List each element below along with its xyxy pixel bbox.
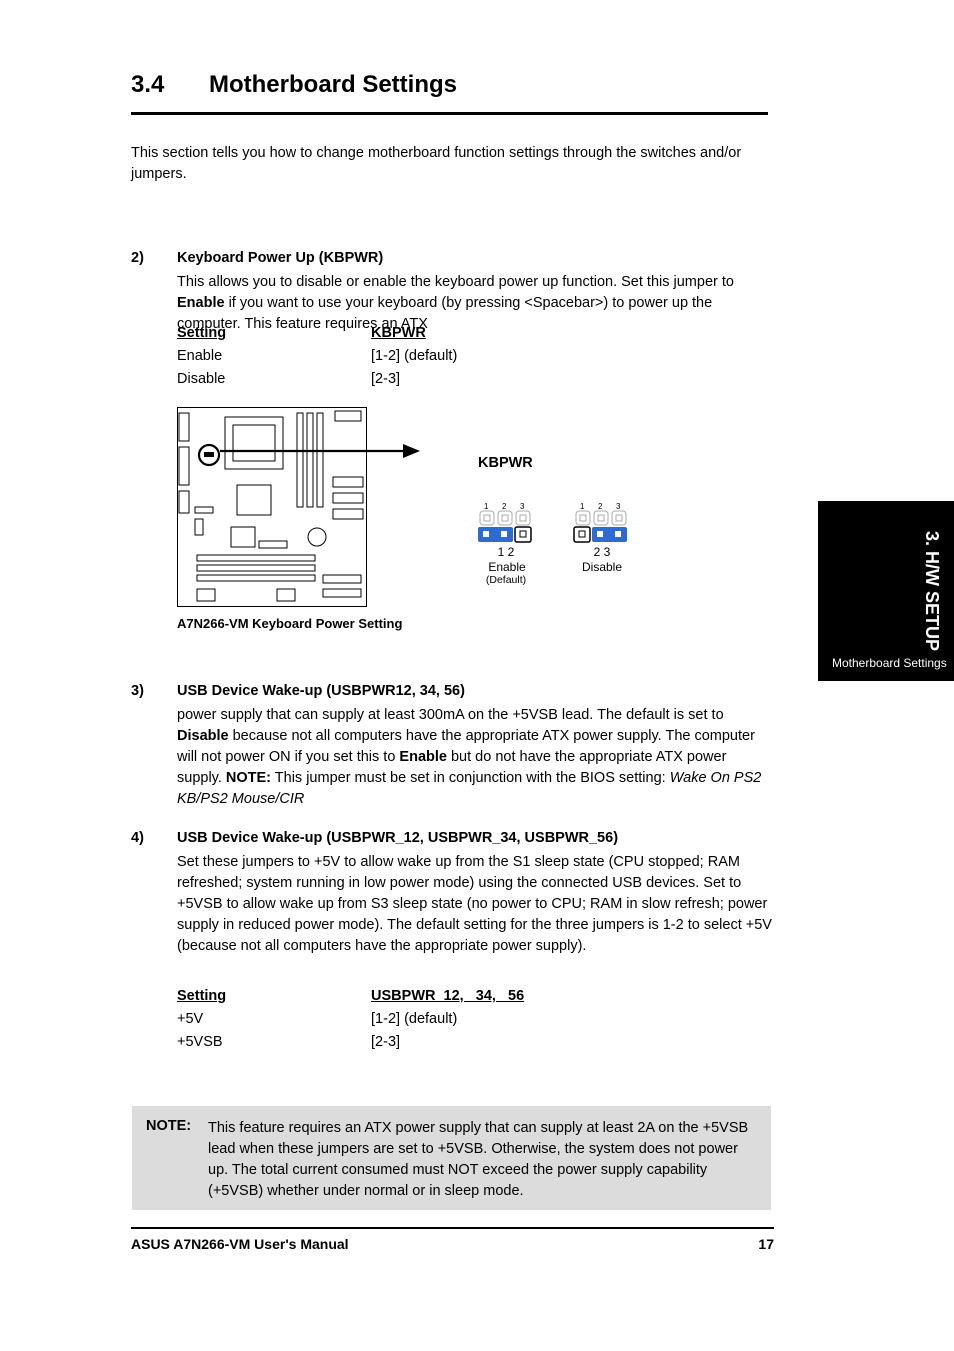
j2-r0-setting: Enable [177,345,367,368]
svg-text:3: 3 [616,502,621,511]
jumper-block-disable: 1 2 3 [574,500,630,542]
pin-label-1: 1 [484,502,489,511]
j3-bold3: NOTE: [226,770,271,786]
page: 3.4 Motherboard Settings This section te… [0,0,954,1351]
jumper2-table: Setting KBPWR Enable [1-2] (default) Dis… [177,322,571,392]
j3-lead: power supply that can supply at least 30… [177,707,724,723]
j3-bold2: Enable [399,749,447,765]
jumper4-body: Set these jumpers to +5V to allow wake u… [177,852,773,957]
jumper3-number: 3) [131,683,144,699]
pin-label-2: 2 [502,502,507,511]
footer-left: ASUS A7N266-VM User's Manual [131,1236,349,1252]
jb2-caption: Disable [562,560,642,574]
jumper3-title: USB Device Wake-up (USBPWR12, 34, 56) [177,683,465,699]
section-number: 3.4 [131,71,164,99]
intro-paragraph: This section tells you how to change mot… [131,143,768,185]
jumper4-table: Setting USBPWR_12, _34, _56 +5V [1-2] (d… [177,985,631,1055]
note-label: NOTE: [146,1118,191,1134]
jb1-pins: 1 2 [476,545,536,559]
jb2-pins: 2 3 [572,545,632,559]
section-title: Motherboard Settings [209,71,457,99]
side-tab-caption: Motherboard Settings [832,656,947,671]
jumper4-title: USB Device Wake-up (USBPWR_12, USBPWR_34… [177,830,618,846]
kbpwr-heading: KBPWR [478,455,533,471]
j4-r1-usbpwr: [2-3] [371,1031,631,1054]
side-tab: 3. H/W SETUP Motherboard Settings [818,501,954,681]
j2-hdr-setting: Setting [177,322,367,345]
jumper2-body-pre: This allows you to disable or enable the… [177,274,734,290]
j4-r1-setting: +5VSB [177,1031,367,1054]
page-footer: ASUS A7N266-VM User's Manual 17 [131,1236,774,1252]
top-rule [131,112,768,115]
jb1-caption2: (Default) [476,574,536,586]
svg-text:1: 1 [580,502,585,511]
jumper3-body: power supply that can supply at least 30… [177,705,773,810]
jumper2-number: 2) [131,250,144,266]
jumper2-title: Keyboard Power Up (KBPWR) [177,250,383,266]
intro-text: This section tells you how to change mot… [131,145,741,182]
j4-r0-setting: +5V [177,1008,367,1031]
side-tab-chapter: 3. H/W SETUP [921,513,942,669]
jb1-caption: Enable [462,560,552,574]
jumper4-number: 4) [131,830,144,846]
callout-arrow [220,436,420,466]
j3-tail: This jumper must be set in conjunction w… [271,770,670,786]
jumper-block-enable: 1 2 3 [478,500,534,542]
motherboard-diagram-label: A7N266-VM Keyboard Power Setting [177,616,402,631]
bottom-rule [131,1227,774,1229]
j2-hdr-kbpower: KBPWR [371,322,571,345]
footer-right: 17 [758,1236,774,1252]
j2-r1-setting: Disable [177,368,367,391]
j2-r0-kbpower: [1-2] (default) [371,345,571,368]
j4-hdr-usbpwr: USBPWR_12, _34, _56 [371,985,631,1008]
jumper2-enable-bold: Enable [177,295,225,311]
svg-text:2: 2 [598,502,603,511]
j3-bold1: Disable [177,728,229,744]
note-text: This feature requires an ATX power suppl… [208,1118,757,1202]
note-box: NOTE: This feature requires an ATX power… [132,1106,771,1210]
j4-hdr-setting: Setting [177,985,367,1008]
j2-r1-kbpower: [2-3] [371,368,571,391]
pin-label-3: 3 [520,502,525,511]
j4-r0-usbpwr: [1-2] (default) [371,1008,631,1031]
